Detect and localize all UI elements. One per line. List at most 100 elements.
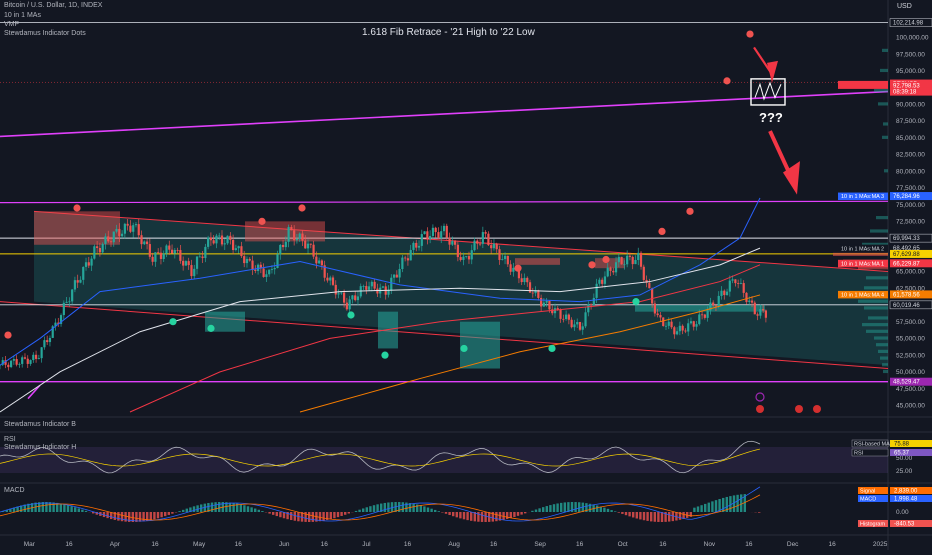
time-tick: Sep [534, 541, 546, 548]
macd-histogram-bar [481, 512, 483, 522]
macd-histogram-bar [484, 512, 486, 522]
macd-tag-label: Histogram [860, 522, 885, 528]
buy-dot [347, 311, 354, 318]
pane-macd-label[interactable]: MACD [4, 487, 25, 494]
rsi-tag-label: RSI [854, 451, 864, 457]
macd-histogram-bar [106, 512, 108, 518]
candle [121, 234, 123, 236]
time-tick: Apr [110, 541, 121, 548]
macd-histogram-bar [279, 512, 281, 517]
macd-histogram-bar [250, 507, 252, 512]
candle [421, 234, 423, 246]
candle [396, 275, 398, 278]
macd-histogram-bar [74, 507, 76, 512]
candle [471, 250, 473, 259]
candle [27, 359, 29, 364]
candle [457, 245, 459, 257]
candle [582, 326, 584, 329]
candle [66, 302, 68, 303]
macd-histogram-bar [117, 512, 119, 521]
price-tick: 97,500.00 [896, 51, 925, 58]
macd-histogram-bar [693, 508, 695, 512]
macd-histogram-bar [312, 512, 314, 522]
candle [282, 245, 284, 247]
macd-histogram-bar [459, 512, 461, 518]
candle [279, 245, 281, 254]
candle [293, 230, 295, 240]
macd-histogram-bar [362, 508, 364, 512]
candle [732, 279, 734, 280]
volume-profile-bar [882, 363, 888, 366]
candle [429, 236, 431, 239]
candle [124, 224, 126, 234]
candle [132, 225, 134, 232]
price-label: 76,284.96 [893, 194, 920, 200]
macd-histogram-bar [614, 511, 616, 512]
macd-histogram-bar [506, 512, 508, 519]
candle [418, 246, 420, 248]
candle [704, 315, 706, 318]
pane-rsi-label[interactable]: RSI [4, 436, 16, 443]
rsi-tick: 25.00 [896, 468, 913, 475]
time-tick: Jun [279, 541, 290, 548]
candle [521, 278, 523, 282]
volume-profile-bar [876, 343, 888, 346]
indicator-vmp-label[interactable]: VMP [4, 21, 19, 28]
indicator-dots-label[interactable]: Stewdamus Indicator Dots [4, 30, 86, 37]
candle [707, 310, 709, 317]
candle [637, 253, 639, 260]
sell-dot [258, 218, 265, 225]
macd-histogram-bar [333, 512, 335, 518]
flag-icon[interactable] [795, 405, 803, 413]
candle [562, 319, 564, 320]
candle [687, 323, 689, 331]
flag-icon[interactable] [813, 405, 821, 413]
macd-histogram-bar [348, 512, 350, 514]
price-tick: 72,500.00 [896, 219, 925, 226]
indicator-mas-label[interactable]: 10 in 1 MAs [4, 12, 41, 19]
candle [226, 236, 228, 243]
macd-histogram-bar [384, 503, 386, 512]
candle [726, 292, 728, 295]
volume-profile-bar [880, 356, 888, 359]
candle [16, 359, 18, 365]
macd-histogram-bar [456, 512, 458, 517]
macd-histogram-bar [330, 512, 332, 519]
macd-histogram-bar [160, 512, 162, 517]
candle [507, 256, 509, 264]
candle [510, 264, 512, 271]
macd-histogram-bar [654, 512, 656, 522]
pane-stew-h-label[interactable]: Stewdamus Indicator H [4, 444, 76, 451]
candle [523, 278, 525, 282]
macd-histogram-bar [240, 504, 242, 512]
candle [310, 244, 312, 245]
candle [93, 246, 95, 258]
macd-histogram-bar [254, 509, 256, 512]
currency-label[interactable]: USD [897, 3, 912, 10]
macd-histogram-bar [178, 511, 180, 512]
volume-profile-bar [874, 336, 888, 339]
candle [210, 237, 212, 240]
candle [401, 258, 403, 269]
price-tick: 100,000.00 [896, 35, 929, 42]
candle [171, 250, 173, 254]
candle [43, 340, 45, 347]
candle [346, 303, 348, 310]
macd-histogram-bar [546, 506, 548, 512]
candle [107, 236, 109, 241]
flag-icon[interactable] [756, 405, 764, 413]
candle [612, 271, 614, 272]
candle [498, 249, 500, 260]
macd-histogram-bar [322, 512, 324, 521]
candle [448, 238, 450, 245]
candle [102, 244, 104, 252]
pane-stew-b-label[interactable]: Stewdamus Indicator B [4, 421, 76, 428]
macd-histogram-bar [49, 502, 51, 512]
symbol-title[interactable]: Bitcoin / U.S. Dollar, 1D, INDEX [4, 2, 102, 9]
buy-dot [548, 345, 555, 352]
candle [307, 244, 309, 249]
candle [304, 241, 306, 249]
candle [462, 257, 464, 260]
